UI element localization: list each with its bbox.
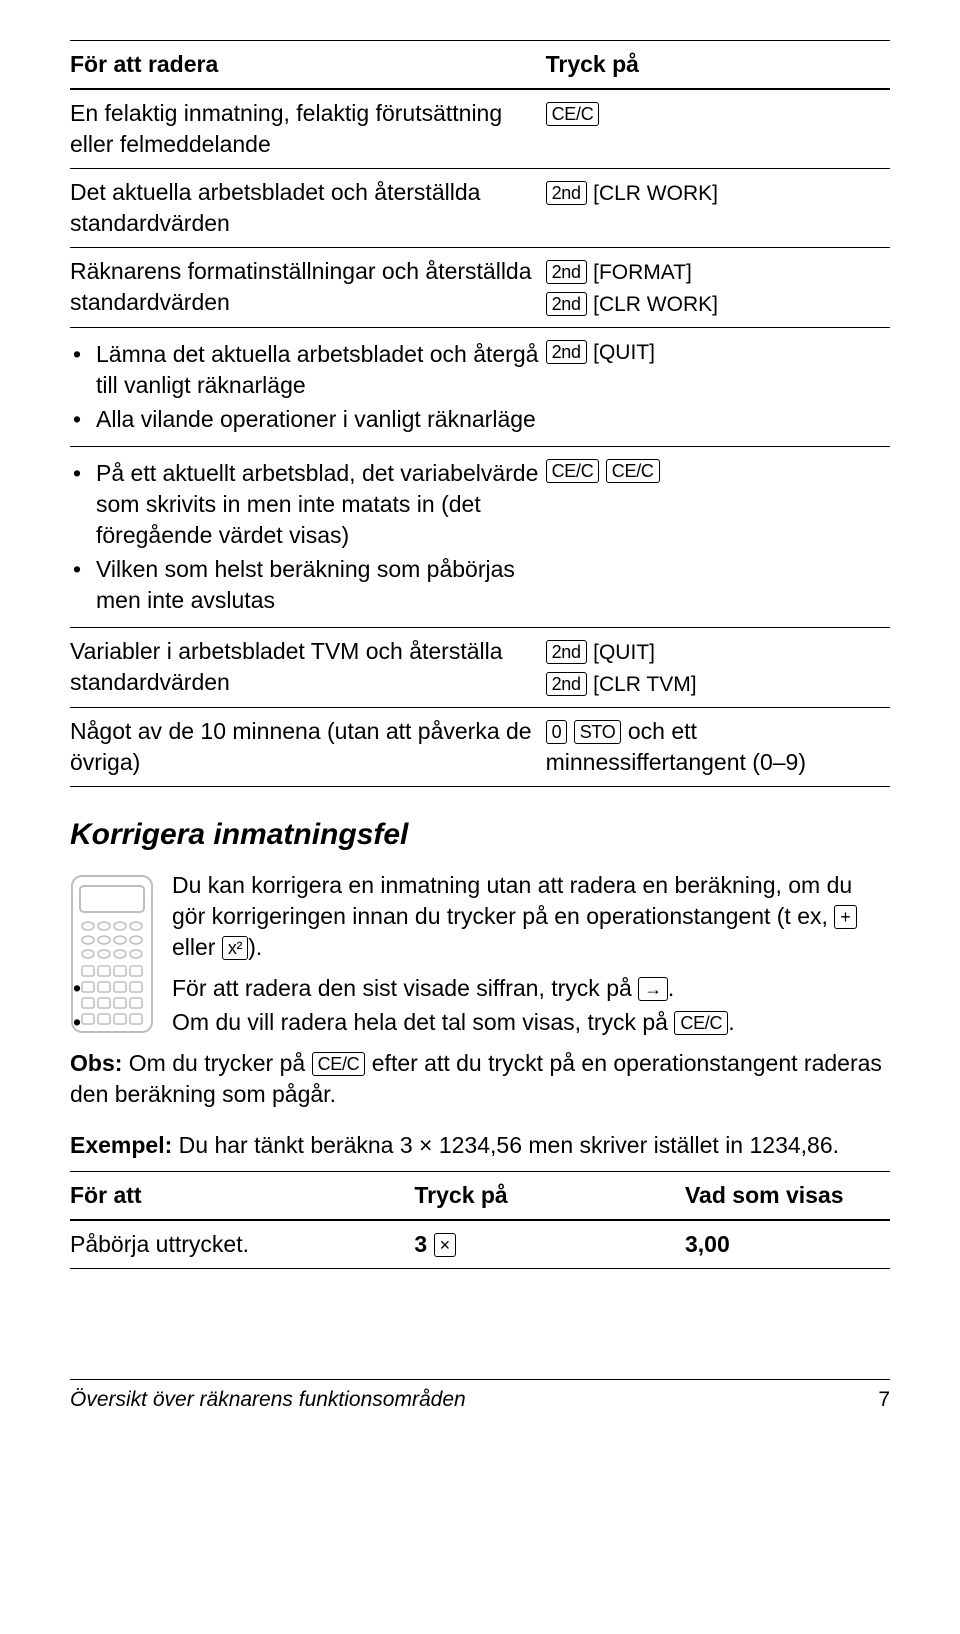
bracket-clrtvm: [CLR TVM] (593, 673, 696, 696)
correction-item-1: För att radera den sist visade siffran, … (70, 973, 890, 1004)
key-multiply: × (434, 1233, 456, 1257)
ex-row-1-desc: Påbörja uttrycket. (70, 1220, 414, 1269)
correction-item-2: Om du vill radera hela det tal som visas… (70, 1007, 890, 1038)
example-paragraph: Exempel: Du har tänkt beräkna 3 × 1234,5… (70, 1130, 890, 1161)
bracket-quit: [QUIT] (593, 641, 655, 664)
key-plus: + (834, 905, 856, 929)
key-2nd: 2nd (546, 181, 587, 205)
heading-correct-input: Korrigera inmatningsfel (70, 815, 890, 856)
key-2nd: 2nd (546, 292, 587, 316)
key-xsq: x² (222, 936, 248, 960)
key-2nd: 2nd (546, 640, 587, 664)
key-right-arrow: → (638, 977, 668, 1001)
example-label: Exempel: (70, 1132, 172, 1158)
bracket-format: [FORMAT] (593, 261, 692, 284)
bracket-clrwork: [CLR WORK] (593, 182, 718, 205)
correction-intro: Du kan korrigera en inmatning utan att r… (70, 870, 890, 963)
ex-th-action: För att (70, 1171, 414, 1220)
note-paragraph: Obs: Om du trycker på CE/C efter att du … (70, 1048, 890, 1110)
clear-operations-table: För att radera Tryck på En felaktig inma… (70, 40, 890, 787)
key-0: 0 (546, 720, 568, 744)
key-cec: CE/C (546, 459, 600, 483)
ex-row-1-keys: 3 × (414, 1220, 685, 1269)
row-2-keys: 2nd [CLR WORK] (546, 169, 890, 248)
ex-row-1-result: 3,00 (685, 1220, 890, 1269)
row-2-desc: Det aktuella arbetsbladet och återställd… (70, 169, 546, 248)
footer-title: Översikt över räknarens funktionsområden (70, 1386, 466, 1414)
row-5-desc: På ett aktuellt arbetsblad, det variabel… (70, 447, 546, 628)
key-2nd: 2nd (546, 260, 587, 284)
row-1-desc: En felaktig inmatning, felaktig förutsät… (70, 89, 546, 169)
ex-th-press: Tryck på (414, 1171, 685, 1220)
row-1-keys: CE/C (546, 89, 890, 169)
bracket-quit: [QUIT] (593, 341, 655, 364)
key-cec: CE/C (606, 459, 660, 483)
footer-page-number: 7 (878, 1386, 890, 1414)
key-cec: CE/C (674, 1011, 728, 1035)
example-table: För att Tryck på Vad som visas Påbörja u… (70, 1171, 890, 1269)
key-sto: STO (574, 720, 622, 744)
row-3-desc: Räknarens formatinställningar och återst… (70, 248, 546, 328)
key-2nd: 2nd (546, 340, 587, 364)
th-action: För att radera (70, 41, 546, 90)
row-4-item-a: Lämna det aktuella arbetsbladet och åter… (70, 339, 546, 401)
key-cec: CE/C (312, 1052, 366, 1076)
row-6-keys: 2nd [QUIT] 2nd [CLR TVM] (546, 628, 890, 708)
row-7-desc: Något av de 10 minnena (utan att påverka… (70, 707, 546, 786)
correction-list: För att radera den sist visade siffran, … (70, 973, 890, 1038)
row-5-item-a: På ett aktuellt arbetsblad, det variabel… (70, 458, 546, 551)
ex-th-shows: Vad som visas (685, 1171, 890, 1220)
row-3-keys: 2nd [FORMAT] 2nd [CLR WORK] (546, 248, 890, 328)
note-label: Obs: (70, 1050, 122, 1076)
th-press: Tryck på (546, 41, 890, 90)
bracket-clrwork: [CLR WORK] (593, 293, 718, 316)
key-2nd: 2nd (546, 672, 587, 696)
correction-section: Du kan korrigera en inmatning utan att r… (70, 870, 890, 1120)
row-6-desc: Variabler i arbetsbladet TVM och återstä… (70, 628, 546, 708)
page-footer: Översikt över räknarens funktionsområden… (70, 1379, 890, 1414)
row-4-item-b: Alla vilande operationer i vanligt räkna… (70, 404, 546, 435)
row-5-keys: CE/C CE/C (546, 447, 890, 628)
row-4-desc: Lämna det aktuella arbetsbladet och åter… (70, 327, 546, 446)
row-7-keys: 0 STO och ett minnessiffertangent (0–9) (546, 707, 890, 786)
row-5-item-b: Vilken som helst beräkning som påbörjas … (70, 554, 546, 616)
key-cec: CE/C (546, 102, 600, 126)
row-4-keys: 2nd [QUIT] (546, 327, 890, 446)
